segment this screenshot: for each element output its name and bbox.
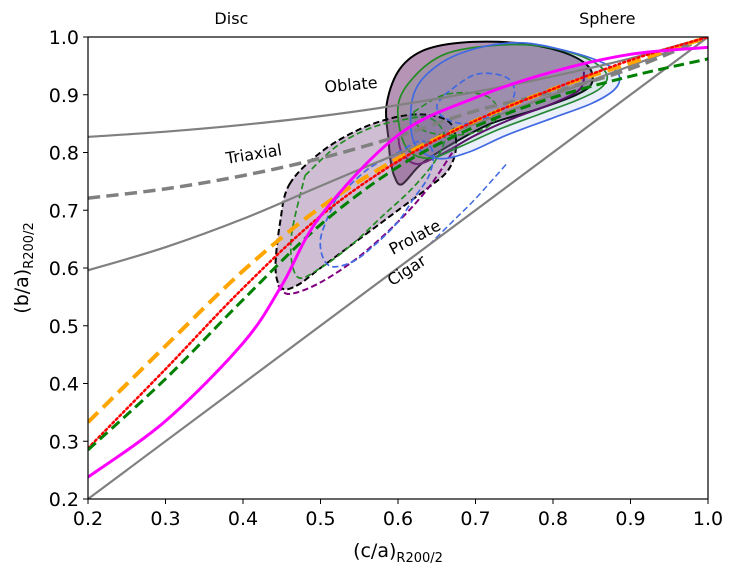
x-tick-label: 0.5: [305, 508, 335, 530]
x-axis-label-main: (c/a): [353, 540, 396, 562]
top-label-sphere: Sphere: [579, 9, 635, 28]
x-tick-label: 0.9: [615, 508, 645, 530]
x-tick-label: 0.8: [538, 508, 568, 530]
series-cigar-boundary: [88, 37, 708, 499]
y-tick-label: 0.2: [49, 489, 79, 511]
y-axis-label-main: (b/a): [11, 269, 33, 314]
series-oblate-boundary: [88, 37, 708, 138]
x-tick-label: 0.3: [150, 508, 180, 530]
series-orange-dashed-fit: [88, 37, 708, 424]
contour-blue-1-sigma: [409, 41, 621, 160]
y-axis-label-sub: R200/2: [22, 222, 37, 269]
contour-green-2-sigma: [289, 116, 446, 279]
x-tick-label: 0.6: [383, 508, 413, 530]
top-labels: Disc Sphere: [214, 9, 635, 28]
y-tick-label: 0.4: [49, 374, 79, 396]
y-tick-label: 0.9: [49, 85, 79, 107]
x-axis-label-sub: R200/2: [396, 551, 443, 566]
y-axis: 0.2 0.3 0.4 0.5 0.6 0.7 0.8 0.9 1.0: [49, 27, 88, 511]
y-axis-label: (b/a)R200/2: [11, 222, 37, 313]
x-tick-label: 0.2: [73, 508, 103, 530]
region-label-oblate: Oblate: [324, 73, 379, 97]
y-tick-label: 0.6: [49, 258, 79, 280]
y-tick-label: 0.8: [49, 143, 79, 165]
contour-blue-outer-2-sigma: [428, 163, 508, 246]
x-tick-label: 1.0: [693, 508, 723, 530]
series-magenta-fit: [88, 45, 708, 479]
contour-purple-2-sigma-edge: [277, 151, 454, 295]
contour-blue-2-sigma: [319, 140, 435, 268]
series-prolate-boundary: [88, 37, 708, 272]
x-tick-label: 0.7: [460, 508, 490, 530]
y-tick-label: 0.7: [49, 200, 79, 222]
x-axis-label: (c/a)R200/2: [353, 540, 443, 566]
y-tick-label: 1.0: [49, 27, 79, 49]
x-tick-label: 0.4: [228, 508, 258, 530]
y-tick-label: 0.5: [49, 316, 79, 338]
series-layer: [88, 37, 708, 499]
series-red-dotted-fit: [88, 37, 708, 450]
x-axis: 0.2 0.3 0.4 0.5 0.6 0.7 0.8 0.9 1.0: [73, 499, 723, 530]
top-label-disc: Disc: [214, 9, 248, 28]
series-green-dashed-fit: [88, 57, 708, 452]
contour-green-center: [412, 91, 500, 136]
y-tick-label: 0.3: [49, 431, 79, 453]
